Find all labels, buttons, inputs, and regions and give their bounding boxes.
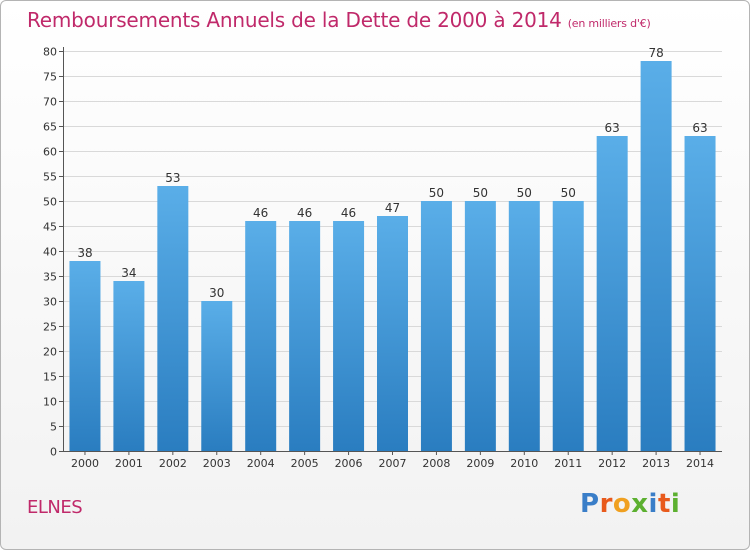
y-tick-label: 10 xyxy=(43,396,57,409)
bar-value-label: 46 xyxy=(341,206,356,220)
y-tick-label: 15 xyxy=(43,371,57,384)
bar-value-label: 46 xyxy=(253,206,268,220)
bar xyxy=(596,136,628,451)
bar-value-label: 50 xyxy=(561,186,576,200)
x-tick-label: 2007 xyxy=(379,457,407,470)
commune-name: ELNES xyxy=(27,497,83,518)
chart-title-text: Remboursements Annuels de la Dette de 20… xyxy=(27,8,562,32)
bar xyxy=(113,281,145,451)
chart-title: Remboursements Annuels de la Dette de 20… xyxy=(27,8,651,32)
bar xyxy=(245,221,277,451)
y-tick-label: 0 xyxy=(50,446,57,459)
bar-value-label: 63 xyxy=(605,121,620,135)
y-tick-label: 55 xyxy=(43,171,57,184)
bar xyxy=(377,216,408,451)
bar-value-label: 78 xyxy=(648,46,663,60)
brand-letter: t xyxy=(657,489,671,519)
bar xyxy=(333,221,365,451)
x-tick-label: 2008 xyxy=(422,457,450,470)
data-labels: 38 34 53 30 46 46 46 47 50 50 50 50 63 78 63 xyxy=(77,46,707,300)
axes: 0 5 10 15 20 25 30 35 40 45 50 55 60 65 70 75 80 2000 2001… xyxy=(43,46,722,470)
bar xyxy=(201,301,233,451)
x-tick-label: 2012 xyxy=(598,457,626,470)
x-tick-label: 2003 xyxy=(203,457,231,470)
proxiti-logo[interactable]: Proxiti xyxy=(580,489,680,519)
bar xyxy=(464,201,496,451)
bar-value-label: 50 xyxy=(473,186,488,200)
x-tick-label: 2006 xyxy=(335,457,363,470)
bar-value-label: 30 xyxy=(209,286,224,300)
y-tick-label: 65 xyxy=(43,121,57,134)
x-tick-label: 2001 xyxy=(115,457,143,470)
brand-letter: x xyxy=(631,489,649,519)
x-tick-label: 2014 xyxy=(686,457,714,470)
bar xyxy=(684,136,716,451)
bar-value-label: 47 xyxy=(385,201,400,215)
bar xyxy=(552,201,584,451)
bars xyxy=(69,61,716,451)
y-tick-label: 75 xyxy=(43,71,57,84)
x-tick-label: 2009 xyxy=(466,457,494,470)
brand-letter: i xyxy=(670,489,681,519)
y-tick-label: 25 xyxy=(43,321,57,334)
x-tick-label: 2005 xyxy=(291,457,319,470)
x-tick-label: 2013 xyxy=(642,457,670,470)
y-tick-label: 35 xyxy=(43,271,57,284)
bar-value-label: 46 xyxy=(297,206,312,220)
brand-letter: r xyxy=(599,489,613,519)
bar xyxy=(420,201,452,451)
y-tick-label: 60 xyxy=(43,146,57,159)
bar-value-label: 53 xyxy=(165,171,180,185)
y-tick-label: 5 xyxy=(50,421,57,434)
y-tick-label: 70 xyxy=(43,96,57,109)
y-tick-label: 50 xyxy=(43,196,57,209)
x-tick-label: 2010 xyxy=(510,457,538,470)
bar-value-label: 50 xyxy=(517,186,532,200)
chart-unit-note: (en milliers d'€) xyxy=(567,17,651,30)
y-tick-label: 40 xyxy=(43,246,57,259)
bar-value-label: 38 xyxy=(77,246,92,260)
x-tick-label: 2002 xyxy=(159,457,187,470)
bar xyxy=(640,61,672,451)
bar xyxy=(508,201,540,451)
y-tick-label: 30 xyxy=(43,296,57,309)
x-tick-label: 2004 xyxy=(247,457,275,470)
brand-letter: P xyxy=(580,489,600,519)
y-tick-label: 20 xyxy=(43,346,57,359)
y-tick-label: 45 xyxy=(43,221,57,234)
bar-value-label: 50 xyxy=(429,186,444,200)
brand-letter: i xyxy=(648,489,658,519)
bar-value-label: 63 xyxy=(692,121,707,135)
x-tick-label: 2000 xyxy=(71,457,99,470)
bar-value-label: 34 xyxy=(121,266,136,280)
bar xyxy=(157,186,189,451)
bar xyxy=(289,221,321,451)
brand-letter: o xyxy=(612,489,632,519)
x-tick-label: 2011 xyxy=(554,457,582,470)
bar xyxy=(69,261,101,451)
y-tick-label: 80 xyxy=(43,46,57,59)
